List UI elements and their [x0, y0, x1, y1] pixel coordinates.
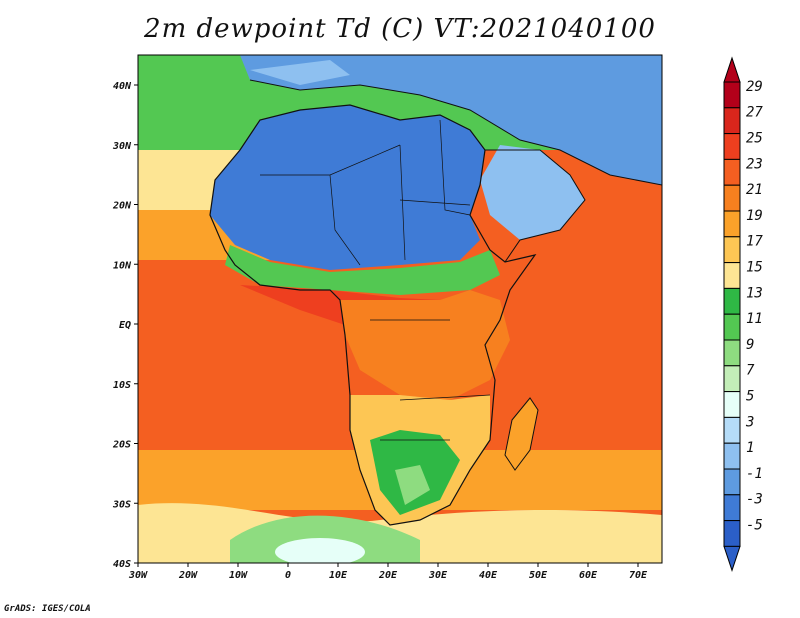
sahara-land: [210, 105, 485, 270]
colorbar-swatch: [723, 158, 741, 186]
arabia-land: [480, 145, 585, 240]
country-borders: [260, 119, 491, 441]
colorbar-label: 11: [746, 311, 763, 327]
south-cold-patch: [275, 538, 365, 563]
colorbar-swatch: [723, 313, 741, 341]
colorbar-swatch: [723, 210, 741, 238]
colorbar-label: 3: [745, 414, 754, 430]
lat-tick-label: 30S: [112, 499, 131, 510]
colorbar-label: 13: [746, 285, 763, 301]
sahel-band: [225, 245, 500, 295]
colorbar-label: 1: [746, 440, 754, 456]
colorbar-label: -3: [746, 492, 763, 508]
arabia-outline: [485, 149, 586, 263]
lon-tick-label: 40E: [479, 570, 498, 581]
colorbar-label: 7: [746, 363, 755, 379]
lon-tick-label: 70E: [629, 570, 648, 581]
colorbar-label: 25: [746, 130, 763, 146]
plot-frame: [137, 54, 663, 564]
lat-tick-label: 20N: [112, 201, 132, 212]
lon-tick-label: 60E: [579, 570, 598, 581]
colorbar-swatch: [723, 339, 741, 367]
colorbar-label: 15: [746, 259, 763, 275]
africa-coastline: [209, 104, 537, 526]
colorbar: 29 27 25 23 21 19 17 15 13 11 9 7 5 3 1 -1 -3 -5: [723, 56, 763, 572]
lon-tick-label: 10W: [229, 570, 248, 581]
colorbar-swatch: [723, 184, 741, 212]
colorbar-swatch: [723, 391, 741, 418]
colorbar-swatch: [723, 262, 741, 289]
lat-tick-label: 10N: [113, 260, 132, 271]
lat-tick-label: EQ: [119, 320, 131, 331]
colorbar-label: 27: [746, 105, 763, 121]
colorbar-swatch: [723, 287, 741, 315]
colorbar-swatch: [723, 236, 741, 264]
colorbar-label: 19: [746, 208, 763, 224]
lat-tick-label: 40N: [113, 81, 132, 92]
colorbar-label: 5: [746, 388, 754, 404]
colorbar-swatch: [723, 468, 741, 496]
colorbar-swatch: [723, 107, 741, 135]
colorbar-swatch: [723, 133, 741, 160]
colorbar-label: 29: [746, 79, 763, 95]
madagascar: [505, 398, 538, 470]
colorbar-label: -5: [746, 517, 763, 533]
europe-mideast-land: [240, 55, 662, 185]
lat-tick-label: 20S: [112, 440, 131, 451]
longitude-axis: 30W 20W 10W 0 10E 20E 30E 40E 50E 60E 70E: [128, 563, 648, 581]
lon-tick-label: 20W: [178, 570, 198, 581]
colorbar-label: 23: [746, 156, 763, 172]
southern-africa-light: [395, 465, 430, 505]
colorbar-label: 9: [746, 337, 754, 353]
chart-title: 2m dewpoint Td (C) VT:2021040100: [144, 14, 656, 44]
colorbar-swatch: [723, 81, 741, 109]
grads-credit: GrADS: IGES/COLA: [4, 604, 91, 614]
colorbar-swatch: [723, 494, 741, 522]
colorbar-swatch: [723, 416, 741, 444]
europe-coast: [249, 79, 662, 186]
lon-tick-label: 20E: [378, 570, 398, 581]
colorbar-swatch: [723, 365, 741, 393]
colorbar-top-arrow: [723, 56, 741, 83]
lat-tick-label: 30N: [112, 141, 132, 152]
colorbar-swatch: [723, 520, 741, 547]
lon-tick-label: 30W: [128, 570, 148, 581]
lon-tick-label: 0: [285, 570, 291, 581]
iberia-patch: [250, 60, 350, 85]
lon-tick-label: 50E: [529, 570, 548, 581]
madagascar-outline: [504, 397, 539, 471]
colorbar-bottom-arrow: [723, 545, 741, 572]
lon-tick-label: 30E: [428, 570, 448, 581]
lon-tick-label: 10E: [329, 570, 348, 581]
colorbar-label: 17: [746, 234, 763, 250]
colorbar-label: -1: [746, 466, 763, 482]
central-africa-land: [340, 290, 510, 400]
lat-tick-label: 40S: [113, 559, 131, 570]
colorbar-label: 21: [746, 182, 763, 198]
colorbar-swatch: [723, 442, 741, 470]
lat-tick-label: 10S: [113, 380, 131, 391]
latitude-axis: 40N 30N 20N 10N EQ 10S 20S 30S 40S: [112, 81, 138, 570]
map-field: [138, 55, 662, 563]
